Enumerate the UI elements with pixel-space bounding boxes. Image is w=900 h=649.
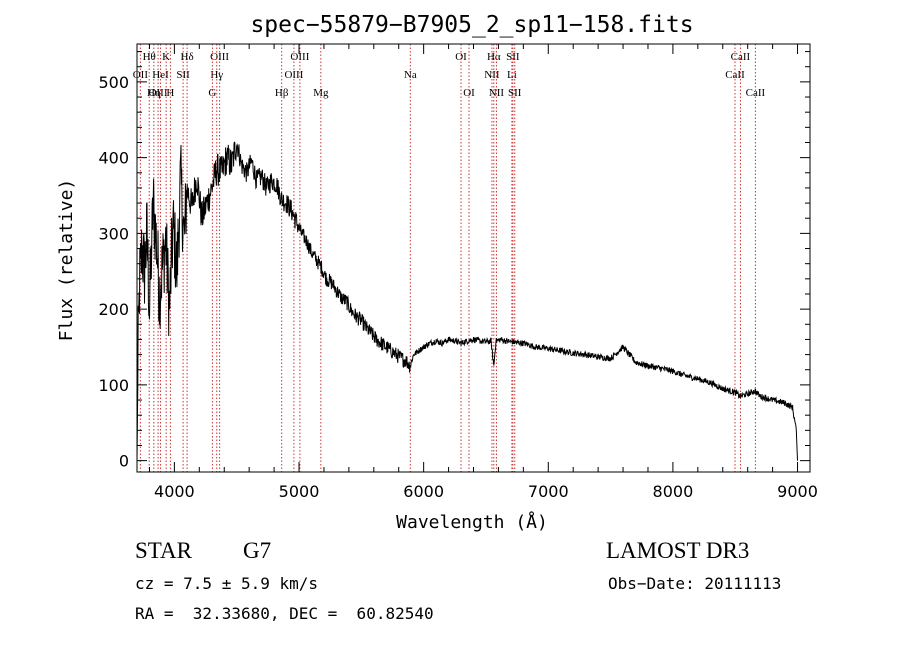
spectral-line-label-4: K xyxy=(162,51,170,63)
object-subclass: G7 xyxy=(243,538,272,563)
spectral-line-label-27: CaII xyxy=(746,87,766,99)
spectral-line-label-7: H xyxy=(166,87,174,99)
x-tick-label-2: 6000 xyxy=(403,482,444,501)
ra-dec: RA = 32.33680, DEC = 60.82540 xyxy=(135,604,434,623)
y-tick-label-4: 400 xyxy=(98,149,129,168)
spectral-line-label-19: Hα xyxy=(487,51,501,63)
y-axis-label: Flux (relative) xyxy=(56,179,77,342)
x-axis-label: Wavelength (Å) xyxy=(396,511,548,533)
spectrum-line xyxy=(136,141,798,461)
spectrum-chart: spec−55879−B7905_2_sp11−158.fits Hθ OII Hη… xyxy=(56,12,818,533)
spectrum-series xyxy=(136,141,798,461)
spectral-line-label-1: OII xyxy=(133,69,149,81)
y-tick-label-2: 200 xyxy=(98,300,129,319)
spectral-line-label-2: Hη xyxy=(147,87,161,99)
spectral-line-label-20: SII xyxy=(506,51,520,63)
axis-ticks: 4000 5000 6000 7000 8000 9000 0 100 200 300 400 500 xyxy=(98,44,818,501)
x-tick-label-0: 4000 xyxy=(154,482,195,501)
object-class: STAR xyxy=(135,538,192,563)
spectral-line-label-21: NII xyxy=(484,69,500,81)
spectral-line-label-25: CaII xyxy=(731,51,751,63)
y-tick-label-3: 300 xyxy=(98,224,129,243)
survey-name: LAMOST DR3 xyxy=(606,538,750,563)
y-tick-label-5: 500 xyxy=(98,73,129,92)
spectral-line-label-6: SII xyxy=(176,69,190,81)
x-tick-label-5: 9000 xyxy=(777,482,818,501)
spectral-line-label-10: Hγ xyxy=(210,69,223,81)
spectral-line-label-22: Li xyxy=(507,69,517,81)
spectral-line-label-24: SII xyxy=(508,87,522,99)
spectral-line-label-11: G xyxy=(208,87,216,99)
spectral-line-label-17: OI xyxy=(455,51,467,63)
plot-frame xyxy=(136,43,811,473)
x-tick-label-1: 5000 xyxy=(279,482,320,501)
spectral-line-label-3: OIII xyxy=(149,87,168,99)
y-tick-label-0: 0 xyxy=(119,452,129,471)
spectral-line-label-16: Na xyxy=(404,69,417,81)
chart-title: spec−55879−B7905_2_sp11−158.fits xyxy=(250,12,693,38)
spectral-line-label-8: Hδ xyxy=(181,51,194,63)
y-tick-label-1: 100 xyxy=(98,376,129,395)
spectral-line-label-13: OIII xyxy=(290,51,309,63)
spectral-line-label-0: Hθ xyxy=(143,51,156,63)
spectral-line-label-15: Mg xyxy=(313,87,329,99)
observation-date: Obs−Date: 20111113 xyxy=(608,574,782,593)
spectral-line-label-14: OIII xyxy=(284,69,303,81)
spectral-line-label-5: HeI xyxy=(152,69,169,81)
spectral-line-label-26: CaII xyxy=(725,69,745,81)
spectral-line-label-12: Hβ xyxy=(275,87,289,99)
spectral-line-label-23: NII xyxy=(489,87,505,99)
x-tick-label-4: 8000 xyxy=(653,482,694,501)
spectral-line-label-18: OI xyxy=(463,87,475,99)
spectral-line-label-9: OIII xyxy=(210,51,229,63)
redshift-cz: cz = 7.5 ± 5.9 km/s xyxy=(135,574,319,593)
x-tick-label-3: 7000 xyxy=(528,482,569,501)
